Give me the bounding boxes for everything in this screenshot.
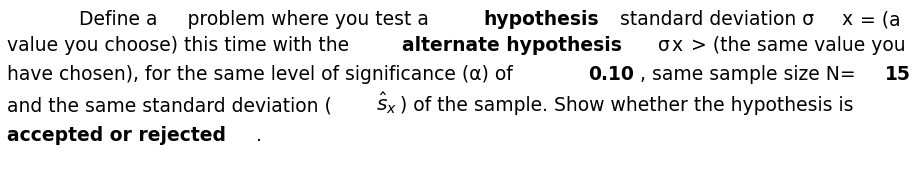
Text: , same sample size N=: , same sample size N= xyxy=(640,65,855,84)
Text: and the same standard deviation (: and the same standard deviation ( xyxy=(7,96,332,115)
Text: $\hat{s}_{x}$: $\hat{s}_{x}$ xyxy=(375,91,396,116)
Text: = (a: = (a xyxy=(853,10,900,29)
Text: have chosen), for the same level of significance (α) of: have chosen), for the same level of sign… xyxy=(7,65,518,84)
Text: hypothesis: hypothesis xyxy=(482,10,598,29)
Text: x: x xyxy=(841,10,852,29)
Text: alternate hypothesis: alternate hypothesis xyxy=(402,36,621,55)
Text: 15: 15 xyxy=(884,65,910,84)
Text: x: x xyxy=(671,36,682,55)
Text: ) of the sample. Show whether the hypothesis is: ) of the sample. Show whether the hypoth… xyxy=(400,96,852,115)
Text: Define a     problem where you test a: Define a problem where you test a xyxy=(79,10,435,29)
Text: standard deviation σ: standard deviation σ xyxy=(614,10,813,29)
Text: 0.10: 0.10 xyxy=(587,65,633,84)
Text: value you choose) this time with the: value you choose) this time with the xyxy=(7,36,355,55)
Text: accepted or rejected: accepted or rejected xyxy=(7,126,226,145)
Text: σ: σ xyxy=(651,36,669,55)
Text: > (the same value you: > (the same value you xyxy=(684,36,904,55)
Text: .: . xyxy=(255,126,261,145)
